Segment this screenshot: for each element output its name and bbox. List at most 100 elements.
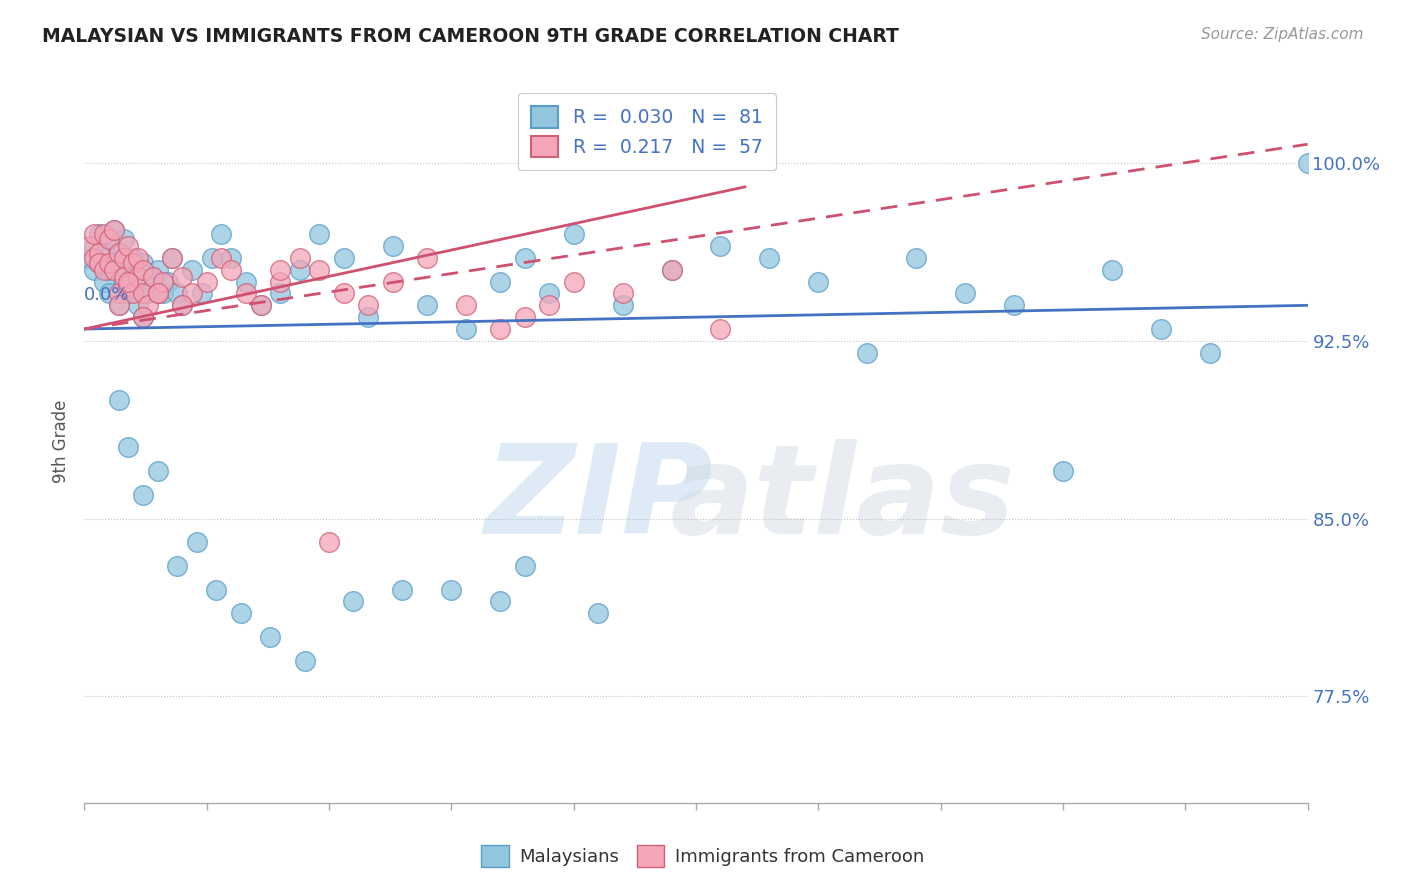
Point <box>93 246 115 260</box>
Point <box>103 222 125 236</box>
Point <box>112 251 135 265</box>
Point <box>1052 464 1074 478</box>
Point <box>249 298 271 312</box>
Point <box>195 275 218 289</box>
Point <box>142 269 165 284</box>
Point <box>97 232 120 246</box>
Point <box>152 286 174 301</box>
Point <box>87 255 110 269</box>
Point <box>381 239 404 253</box>
Point <box>586 607 609 621</box>
Point <box>489 275 512 289</box>
Point <box>87 255 110 269</box>
Point <box>107 246 129 260</box>
Point <box>318 535 340 549</box>
Point <box>166 558 188 573</box>
Point <box>235 286 257 301</box>
Point <box>97 255 120 269</box>
Point <box>142 269 165 284</box>
Point <box>209 251 232 265</box>
Point <box>146 464 169 478</box>
Point <box>112 269 135 284</box>
Point <box>709 322 731 336</box>
Point <box>416 298 439 312</box>
Point <box>205 582 228 597</box>
Point <box>807 275 830 289</box>
Point <box>103 262 125 277</box>
Point <box>93 262 115 277</box>
Point <box>269 262 291 277</box>
Point <box>1101 262 1123 277</box>
Point <box>612 286 634 301</box>
Point <box>538 286 561 301</box>
Point <box>83 239 105 253</box>
Point <box>132 286 155 301</box>
Legend: R =  0.030   N =  81, R =  0.217   N =  57: R = 0.030 N = 81, R = 0.217 N = 57 <box>519 94 776 170</box>
Point <box>1002 298 1025 312</box>
Point <box>953 286 976 301</box>
Point <box>93 227 115 242</box>
Point <box>181 286 204 301</box>
Point <box>103 255 125 269</box>
Point <box>87 227 110 242</box>
Point <box>166 286 188 301</box>
Point <box>107 246 129 260</box>
Text: 0.0%: 0.0% <box>84 286 129 304</box>
Point <box>489 322 512 336</box>
Point <box>513 558 536 573</box>
Point <box>132 310 155 325</box>
Point <box>219 262 242 277</box>
Point <box>83 251 105 265</box>
Point <box>107 298 129 312</box>
Point <box>112 232 135 246</box>
Point <box>416 251 439 265</box>
Point <box>856 345 879 359</box>
Point <box>454 298 477 312</box>
Point <box>342 594 364 608</box>
Point <box>1198 345 1220 359</box>
Point <box>83 262 105 277</box>
Point <box>1150 322 1173 336</box>
Point <box>332 286 354 301</box>
Point <box>612 298 634 312</box>
Point <box>97 286 120 301</box>
Point <box>181 262 204 277</box>
Point <box>127 298 149 312</box>
Point <box>146 262 169 277</box>
Y-axis label: 9th Grade: 9th Grade <box>52 400 70 483</box>
Point <box>122 251 145 265</box>
Point <box>235 275 257 289</box>
Point <box>132 262 155 277</box>
Point <box>440 582 463 597</box>
Point <box>122 286 145 301</box>
Point <box>136 286 159 301</box>
Point <box>562 275 585 289</box>
Point <box>562 227 585 242</box>
Point <box>103 222 125 236</box>
Point <box>186 535 208 549</box>
Point <box>132 255 155 269</box>
Point <box>357 310 380 325</box>
Point <box>513 310 536 325</box>
Point <box>83 227 105 242</box>
Point <box>122 269 145 284</box>
Point <box>117 239 139 253</box>
Point <box>1296 156 1319 170</box>
Point <box>122 255 145 269</box>
Point <box>97 262 120 277</box>
Point <box>127 279 149 293</box>
Point <box>357 298 380 312</box>
Point <box>905 251 928 265</box>
Point <box>489 594 512 608</box>
Point <box>107 298 129 312</box>
Point <box>454 322 477 336</box>
Point <box>381 275 404 289</box>
Point <box>107 286 129 301</box>
Point <box>229 607 252 621</box>
Text: MALAYSIAN VS IMMIGRANTS FROM CAMEROON 9TH GRADE CORRELATION CHART: MALAYSIAN VS IMMIGRANTS FROM CAMEROON 9T… <box>42 27 898 45</box>
Point <box>308 227 330 242</box>
Point <box>172 298 194 312</box>
Point <box>513 251 536 265</box>
Point <box>709 239 731 253</box>
Point <box>146 286 169 301</box>
